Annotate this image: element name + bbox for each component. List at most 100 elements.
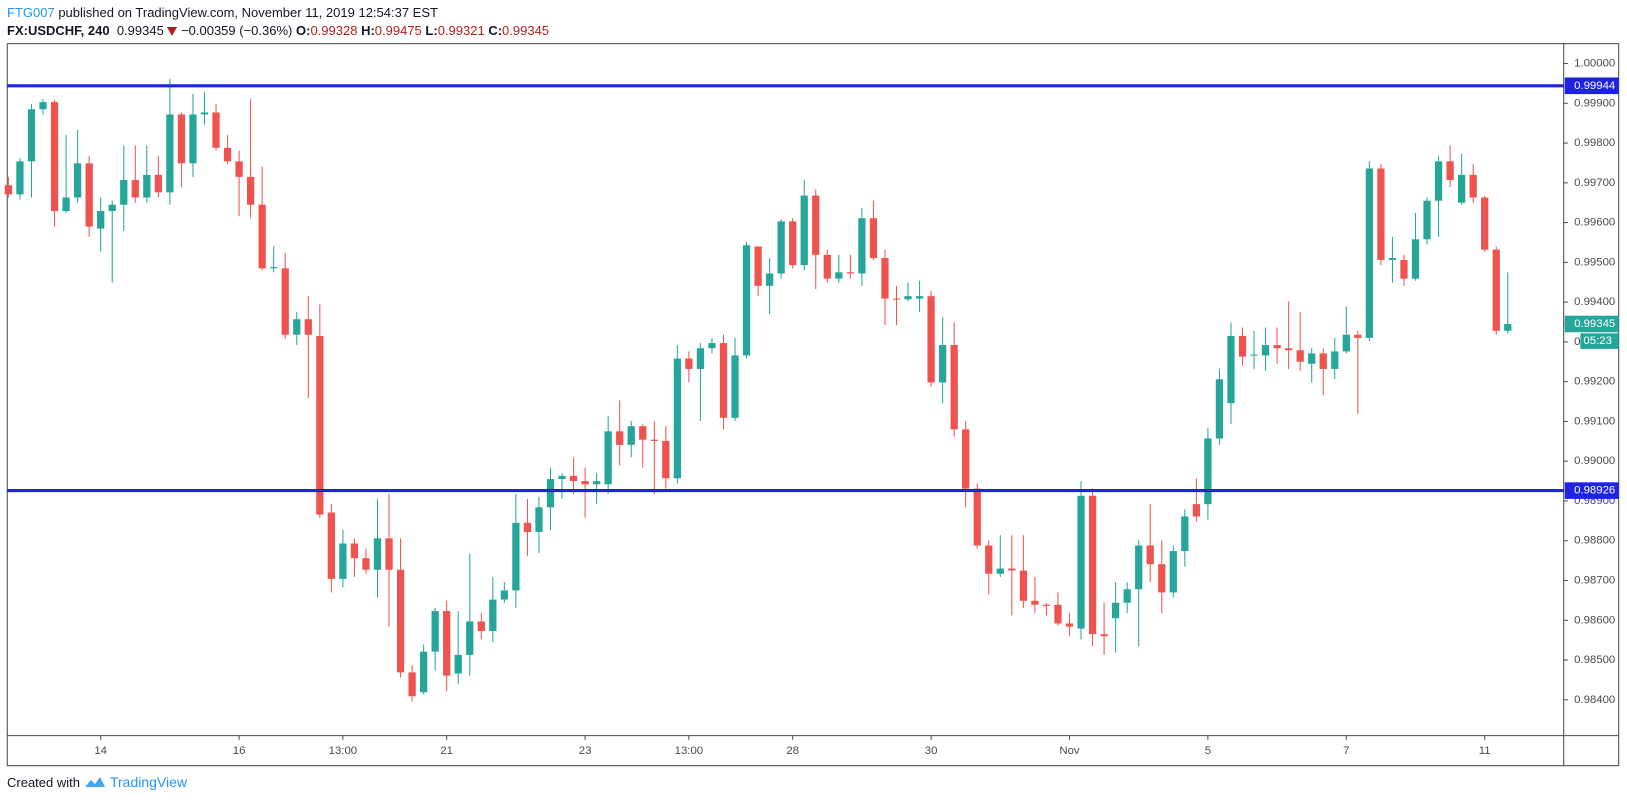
ohlc-label: H: [361,23,375,38]
y-tick-label: 0.99100 [1574,415,1615,427]
candle-body [731,355,739,418]
candle-body [1169,551,1177,593]
candle-body [754,246,762,286]
candle-body [512,522,520,591]
candle-body [154,174,162,193]
y-tick-label: 0.99400 [1574,296,1615,308]
candle-body [270,267,278,269]
candle-body [85,163,93,227]
candle-body [304,319,312,335]
candle-body [927,296,935,383]
header: FTG007 published on TradingView.com, Nov… [7,4,549,40]
footer: Created with TradingView [7,774,187,790]
candle-body [431,611,439,652]
countdown: 05:23 [1583,335,1612,347]
candle-body [604,431,612,485]
candle-body [812,195,820,255]
candle-body [235,161,243,177]
candle-body [1135,545,1143,590]
candle-body [1111,602,1120,619]
candle-body [50,102,59,212]
x-tick-label: 28 [786,745,799,757]
candle-body [823,254,831,279]
candle-body [62,197,70,212]
candle-body [1388,257,1397,260]
candle-body [1204,438,1212,505]
candle-body [1123,589,1131,603]
y-tick-label: 0.98800 [1574,535,1615,547]
candle-body [581,481,589,485]
y-tick-label: 0.99000 [1574,455,1615,467]
candle-body [1342,334,1350,352]
candle-body [650,439,658,441]
x-tick-label: Nov [1059,745,1080,757]
y-tick-label: 0.99500 [1574,256,1615,268]
candle-body [1065,623,1074,627]
candle-body [742,245,751,356]
x-tick-label: 23 [579,745,592,757]
candle-body [362,558,370,570]
candle-body [1284,348,1293,351]
candle-body [16,161,24,195]
candle-body [385,538,393,570]
last: 0.99345 [116,23,164,38]
candle-body [1504,323,1512,331]
candle-body [627,426,635,445]
candle-body [166,114,174,193]
price-label-bg [1564,482,1619,499]
ohlc-label: O: [296,23,311,38]
candle-body [973,488,981,546]
price-label-bg [1564,77,1619,95]
x-tick-label: 13:00 [329,745,358,757]
candle-body [1377,168,1385,260]
x-tick-label: 7 [1343,745,1349,757]
candle-body [131,180,139,198]
quote-line: FX:USDCHF, 240 0.99345 −0.00359 (−0.36%)… [7,22,549,40]
candle-body [258,204,266,269]
candle-body [558,475,566,480]
candle-body [708,343,716,349]
candle-body [293,319,301,335]
published: published on TradingView.com, November 1… [58,5,438,20]
logo [84,777,105,787]
candle-body [696,348,705,369]
candle-body [419,651,428,693]
candle-body [1088,495,1097,635]
author[interactable]: FTG007 [7,5,55,20]
candle-body [1469,174,1477,198]
ohlc-value: 0.99475 [374,23,422,38]
candle-body [985,545,993,574]
candle-body [1331,351,1339,369]
candle-body [1042,604,1051,606]
candle-body [950,345,958,430]
ohlc-label: L: [425,23,438,38]
candle-body [1227,335,1235,404]
candle-body [1423,200,1431,240]
brand[interactable]: TradingView [109,774,188,790]
candle-body [685,358,693,369]
candle-body [1411,239,1420,279]
ohlc: O:0.99328 H:0.99475 L:0.99321 C:0.99345 [296,23,549,38]
publish-line: FTG007 published on TradingView.com, Nov… [7,4,549,22]
ohlc-label: C: [488,23,503,38]
candle-body [396,569,405,673]
y-tick-label: 0.98500 [1574,654,1615,666]
candle-body [639,426,647,440]
candle-body [1458,174,1466,203]
symbol: FX:USDCHF, 240 [7,23,110,38]
candle-body [904,296,912,300]
x-tick-label: 30 [925,745,938,757]
candle-body [1100,634,1108,637]
candle-body [1031,600,1039,605]
candle-body [858,218,866,274]
frame [6,43,1620,767]
created-with: Created with [7,774,80,790]
candle-body [523,522,532,532]
candle-body [189,114,197,164]
candle-body [1238,335,1247,357]
candle-body [869,218,878,258]
candle-body [120,180,128,205]
candle-body [27,109,36,162]
